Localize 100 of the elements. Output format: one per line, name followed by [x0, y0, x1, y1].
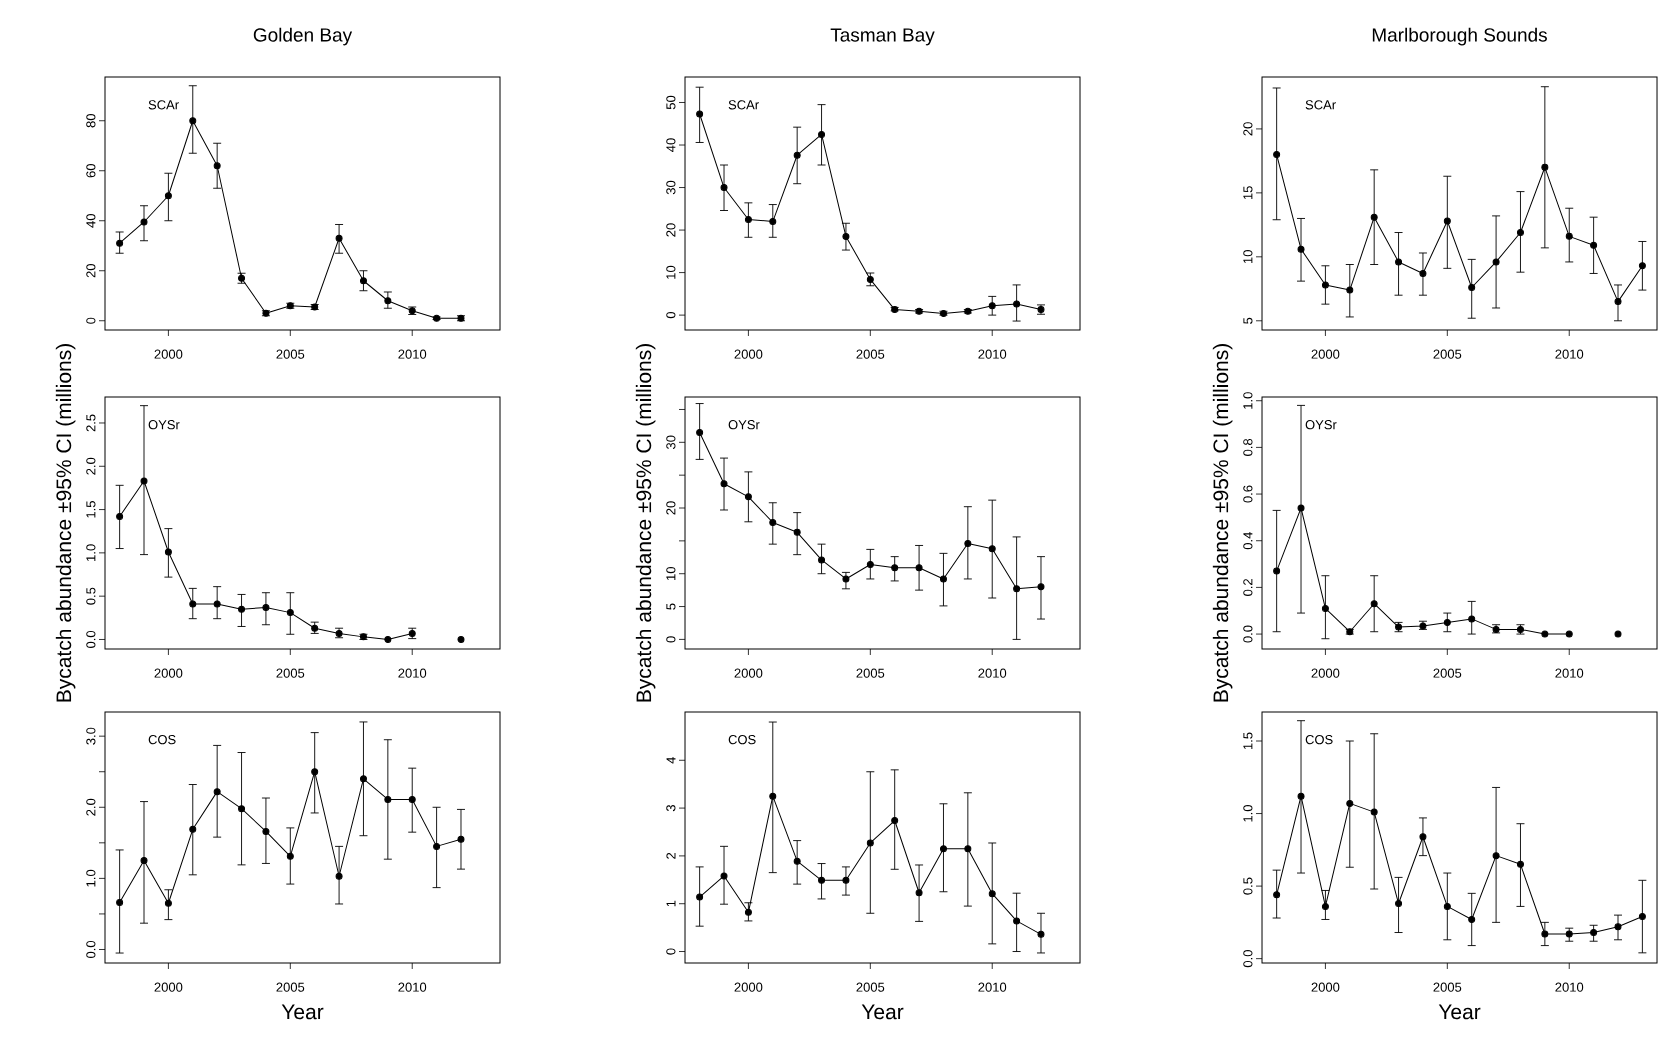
y-tick-label: 1.0: [86, 869, 96, 887]
y-tick-label: 2: [666, 852, 676, 859]
chart-title: Marlborough Sounds: [1372, 27, 1547, 46]
point: [189, 117, 197, 125]
point: [1516, 860, 1524, 868]
point: [238, 805, 246, 813]
point: [1321, 902, 1329, 910]
x-tick-label: 2005: [1433, 668, 1462, 678]
y-tick-label: 1.5: [86, 501, 96, 518]
point: [1614, 630, 1622, 638]
point: [696, 893, 704, 901]
point: [116, 513, 124, 520]
y-tick-label: 0: [666, 636, 676, 643]
y-tick-label: 40: [666, 138, 676, 152]
annotation: OYSr: [728, 420, 760, 430]
y-tick-label: 50: [666, 95, 676, 110]
y-tick-label: 0.0: [1243, 625, 1253, 643]
annotation: SCAr: [148, 100, 179, 110]
y-tick-label: 0.5: [1243, 877, 1253, 895]
point: [1468, 915, 1476, 923]
point: [1590, 929, 1598, 937]
y-tick-label: 20: [666, 501, 676, 515]
x-tick-label: 2005: [276, 349, 305, 359]
point: [1443, 902, 1451, 910]
y-tick-label: 2.0: [86, 457, 96, 475]
point: [988, 545, 996, 553]
point: [769, 792, 777, 800]
annotation: COS: [728, 735, 756, 745]
chart-title: Tasman Bay: [830, 28, 935, 46]
x-axis-title: Year: [1438, 1004, 1481, 1020]
point: [866, 561, 874, 569]
point: [1013, 585, 1021, 593]
x-tick-label: 2000: [734, 349, 763, 359]
point: [1614, 298, 1622, 306]
y-tick-label: 0: [86, 317, 96, 324]
x-tick-label: 2010: [1555, 349, 1584, 359]
point: [359, 775, 367, 783]
point: [1297, 504, 1305, 512]
point: [1370, 213, 1378, 221]
point: [1346, 286, 1354, 294]
point: [744, 493, 752, 501]
point: [866, 839, 874, 847]
y-tick-label: 5: [1243, 317, 1253, 324]
point: [696, 110, 704, 118]
point: [457, 835, 465, 843]
point: [842, 232, 850, 240]
y-tick-label: 0.2: [1243, 579, 1253, 596]
point: [964, 539, 972, 547]
y-tick-label: 0.0: [86, 630, 96, 648]
point: [696, 428, 704, 436]
y-tick-label: 2.0: [86, 798, 96, 816]
point: [818, 556, 826, 564]
point: [1273, 567, 1281, 575]
point: [744, 215, 752, 223]
y-tick-label: 3.0: [86, 727, 96, 745]
point: [1590, 241, 1598, 249]
y-tick-label: 0: [666, 948, 676, 955]
point: [744, 908, 752, 916]
point: [988, 302, 996, 310]
y-tick-label: 20: [86, 264, 96, 278]
y-tick-label: 10: [666, 566, 676, 580]
point: [1541, 630, 1549, 638]
y-tick-label: 1.0: [1243, 805, 1253, 822]
x-tick-label: 2010: [1555, 668, 1584, 678]
y-tick-label: 0.8: [1243, 438, 1253, 456]
point: [262, 603, 270, 611]
point: [1443, 618, 1451, 626]
y-tick-label: 0.0: [86, 940, 96, 959]
point: [842, 575, 850, 583]
x-tick-label: 2000: [154, 982, 183, 992]
y-tick-label: 5: [666, 603, 676, 610]
point: [939, 845, 947, 853]
point: [457, 635, 465, 643]
annotation: COS: [148, 735, 176, 745]
point: [915, 889, 923, 897]
point: [213, 162, 221, 170]
point: [1565, 232, 1573, 240]
x-tick-label: 2005: [276, 982, 305, 992]
point: [1321, 281, 1329, 289]
point: [433, 842, 441, 850]
point: [384, 795, 392, 803]
y-tick-label: 30: [666, 180, 676, 195]
point: [1638, 913, 1646, 921]
point: [1273, 891, 1281, 899]
point: [311, 768, 319, 776]
y-tick-label: 0.0: [1243, 950, 1253, 968]
y-tick-label: 10: [1243, 250, 1253, 264]
point: [842, 876, 850, 884]
point: [1321, 604, 1329, 612]
point: [140, 477, 148, 485]
point: [189, 600, 197, 608]
point: [1419, 833, 1427, 841]
y-axis-title: Bycatch abundance ±95% CI (millions): [1212, 344, 1233, 702]
point: [1297, 245, 1305, 253]
point: [1565, 630, 1573, 638]
x-tick-label: 2000: [154, 668, 183, 678]
annotation: COS: [1305, 735, 1333, 745]
point: [1614, 923, 1622, 931]
point: [793, 528, 801, 536]
x-tick-label: 2010: [978, 668, 1007, 678]
